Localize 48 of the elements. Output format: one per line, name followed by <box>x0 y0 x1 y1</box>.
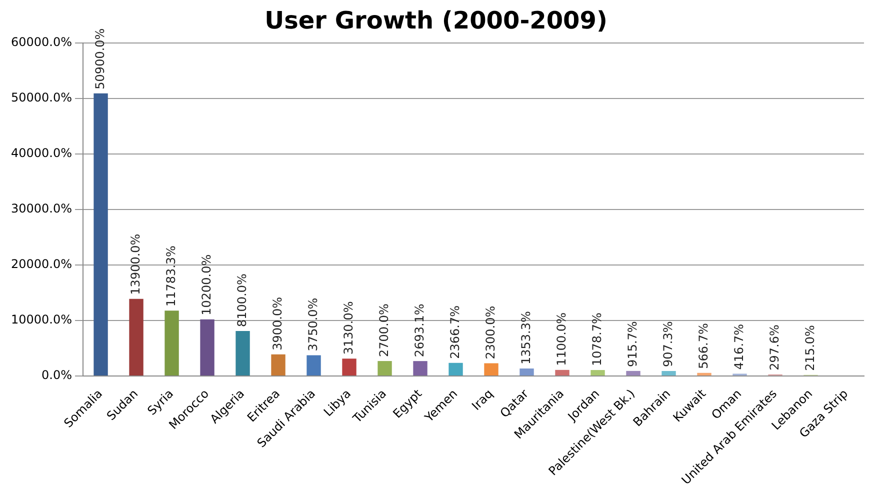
data-label: 1353.3% <box>518 311 533 365</box>
chart-title: User Growth (2000-2009) <box>264 6 608 35</box>
data-label: 2300.0% <box>483 306 498 360</box>
data-label: 3900.0% <box>270 296 284 350</box>
data-label: 2700.0% <box>376 304 391 358</box>
data-label: 907.3% <box>660 321 675 367</box>
bar <box>306 355 321 376</box>
data-label: 3750.0% <box>306 298 320 352</box>
bar <box>662 370 676 376</box>
bar <box>448 362 463 376</box>
bar <box>697 372 712 376</box>
bar <box>200 319 214 376</box>
data-label: 13900.0% <box>128 234 142 295</box>
bar <box>164 310 179 376</box>
data-label: 1100.0% <box>554 312 568 366</box>
y-tick-label: 40000.0% <box>10 146 72 160</box>
data-label: 566.7% <box>696 323 710 369</box>
data-label: 2366.7% <box>448 305 462 359</box>
bar <box>94 93 108 376</box>
data-label: 297.6% <box>767 324 782 370</box>
bar <box>555 370 570 376</box>
y-tick-label: 30000.0% <box>10 202 72 216</box>
data-label: 215.0% <box>802 325 817 371</box>
data-label: 8100.0% <box>234 274 249 328</box>
data-label: 3130.0% <box>341 301 356 355</box>
bar <box>236 331 250 376</box>
y-tick-label: 60000.0% <box>10 34 72 49</box>
bar <box>413 361 428 376</box>
y-tick-label: 50000.0% <box>10 90 72 104</box>
bar <box>484 363 498 376</box>
data-label: 11783.3% <box>164 246 178 307</box>
data-label: 915.7% <box>625 321 640 367</box>
bar <box>378 361 392 376</box>
bar <box>129 298 144 376</box>
data-label: 416.7% <box>732 324 746 370</box>
bar <box>626 370 640 376</box>
y-tick-label: 20000.0% <box>10 257 72 272</box>
data-label: 50900.0% <box>92 28 107 90</box>
y-tick-label: 10000.0% <box>10 312 72 327</box>
bar <box>271 354 286 376</box>
bar <box>520 368 534 376</box>
bar <box>590 370 605 376</box>
data-label: 2693.1% <box>412 304 426 358</box>
data-label: 1078.7% <box>590 312 604 366</box>
x-tick-label: Iraq <box>469 386 496 414</box>
data-label: 10200.0% <box>199 254 214 316</box>
bar <box>342 358 356 376</box>
y-tick-label: 0.0% <box>42 368 72 382</box>
